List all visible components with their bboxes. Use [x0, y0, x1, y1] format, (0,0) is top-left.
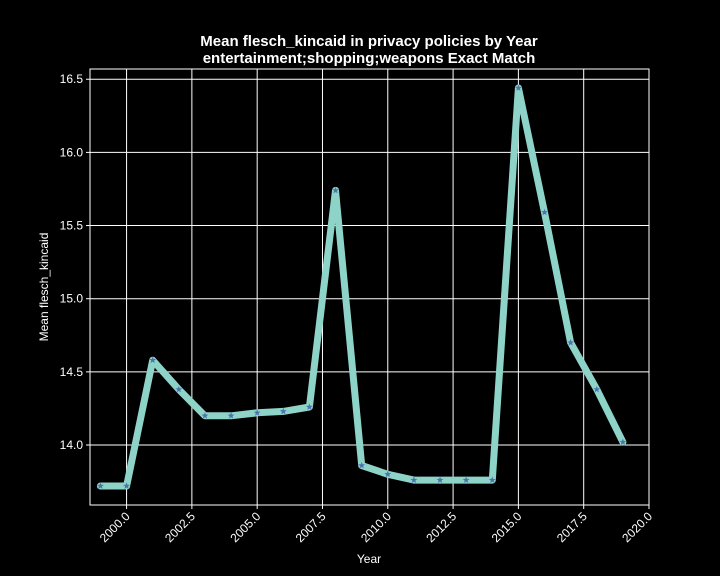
- data-point-marker: [514, 84, 522, 91]
- y-tick-label: 16.5: [60, 72, 84, 86]
- y-tick-label: 16.0: [60, 145, 84, 159]
- data-point-marker: [593, 385, 601, 393]
- data-point-marker: [462, 476, 470, 484]
- data-point-marker: [410, 476, 418, 484]
- data-point-marker: [358, 461, 366, 469]
- data-point-marker: [279, 407, 287, 415]
- data-point-marker: [201, 412, 209, 419]
- data-point-marker: [619, 438, 627, 445]
- chart-subtitle: entertainment;shopping;weapons Exact Mat…: [203, 50, 536, 67]
- y-tick-label: 14.0: [60, 438, 84, 452]
- series-layer: [96, 84, 627, 490]
- y-tick-label: 14.5: [60, 365, 84, 379]
- data-point-marker: [227, 412, 235, 419]
- x-axis-label: Year: [357, 552, 381, 566]
- data-point-marker: [123, 482, 130, 489]
- data-point-marker: [567, 339, 575, 346]
- data-point-marker: [332, 186, 339, 194]
- y-tick-label: 15.0: [60, 292, 84, 306]
- data-point-marker: [253, 409, 261, 416]
- y-ticks: 14.0 14.5 15.0 15.5 16.0 16.5: [60, 72, 90, 452]
- data-point-marker: [97, 482, 104, 489]
- data-point-marker: [384, 470, 392, 478]
- data-point-marker: [149, 356, 157, 364]
- data-point-marker: [541, 208, 548, 216]
- data-point-marker: [488, 476, 496, 484]
- y-axis-label: Mean flesch_kincaid: [37, 233, 51, 342]
- data-point-marker: [436, 476, 444, 484]
- grid: [90, 69, 650, 505]
- plot-frame: [89, 68, 650, 506]
- data-point-marker: [306, 403, 313, 410]
- y-tick-label: 15.5: [60, 219, 84, 233]
- chart-title: Mean flesch_kincaid in privacy policies …: [200, 33, 538, 50]
- data-point-marker: [175, 385, 183, 393]
